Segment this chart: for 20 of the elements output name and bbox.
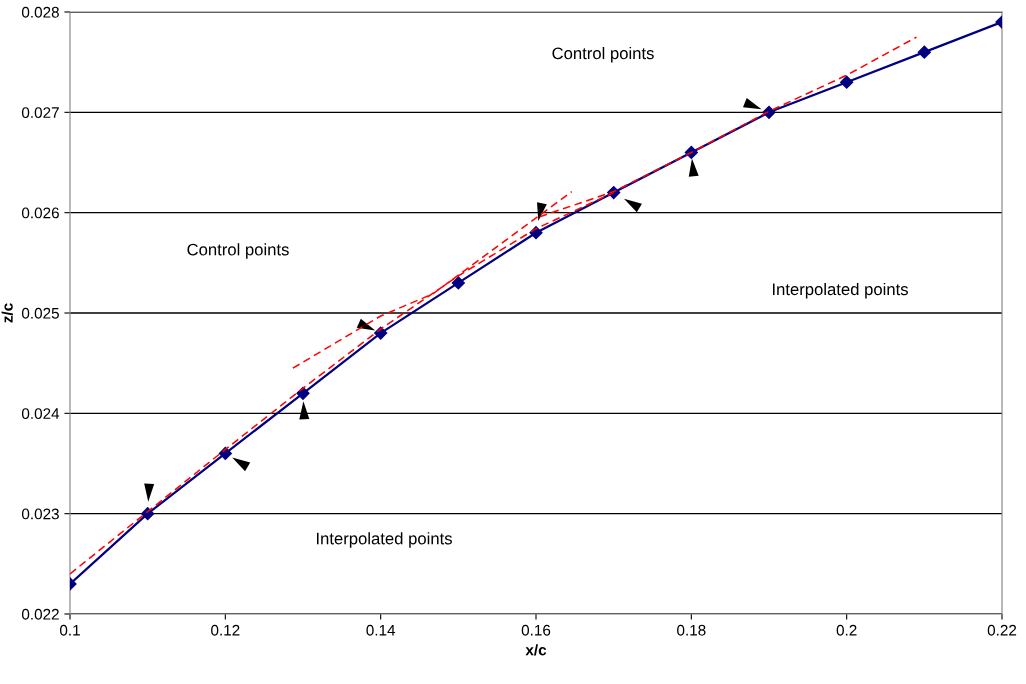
x-tick-label: 0.18: [677, 624, 706, 636]
annotation: Interpolated points: [316, 532, 452, 548]
x-tick-label: 0.12: [211, 624, 240, 636]
x-axis-title: x/c: [525, 644, 547, 656]
y-tick-label: 0.025: [21, 307, 59, 319]
y-tick-label: 0.028: [21, 6, 59, 18]
y-axis-title: z/c: [1, 303, 13, 323]
x-tick-label: 0.16: [521, 624, 551, 636]
y-tick-label: 0.022: [21, 608, 59, 620]
y-tick-label: 0.026: [21, 207, 59, 219]
x-tick-label: 0.1: [59, 624, 80, 636]
y-tick-label: 0.023: [21, 508, 59, 520]
y-tick-label: 0.024: [21, 408, 60, 420]
x-tick-label: 0.14: [366, 624, 396, 636]
x-tick-label: 0.2: [836, 624, 857, 636]
annotation: Interpolated points: [772, 282, 908, 299]
annotation: Control points: [552, 46, 654, 63]
y-tick-label: 0.027: [21, 107, 59, 119]
x-tick-label: 0.22: [987, 624, 1017, 636]
annotation: Control points: [187, 243, 289, 259]
